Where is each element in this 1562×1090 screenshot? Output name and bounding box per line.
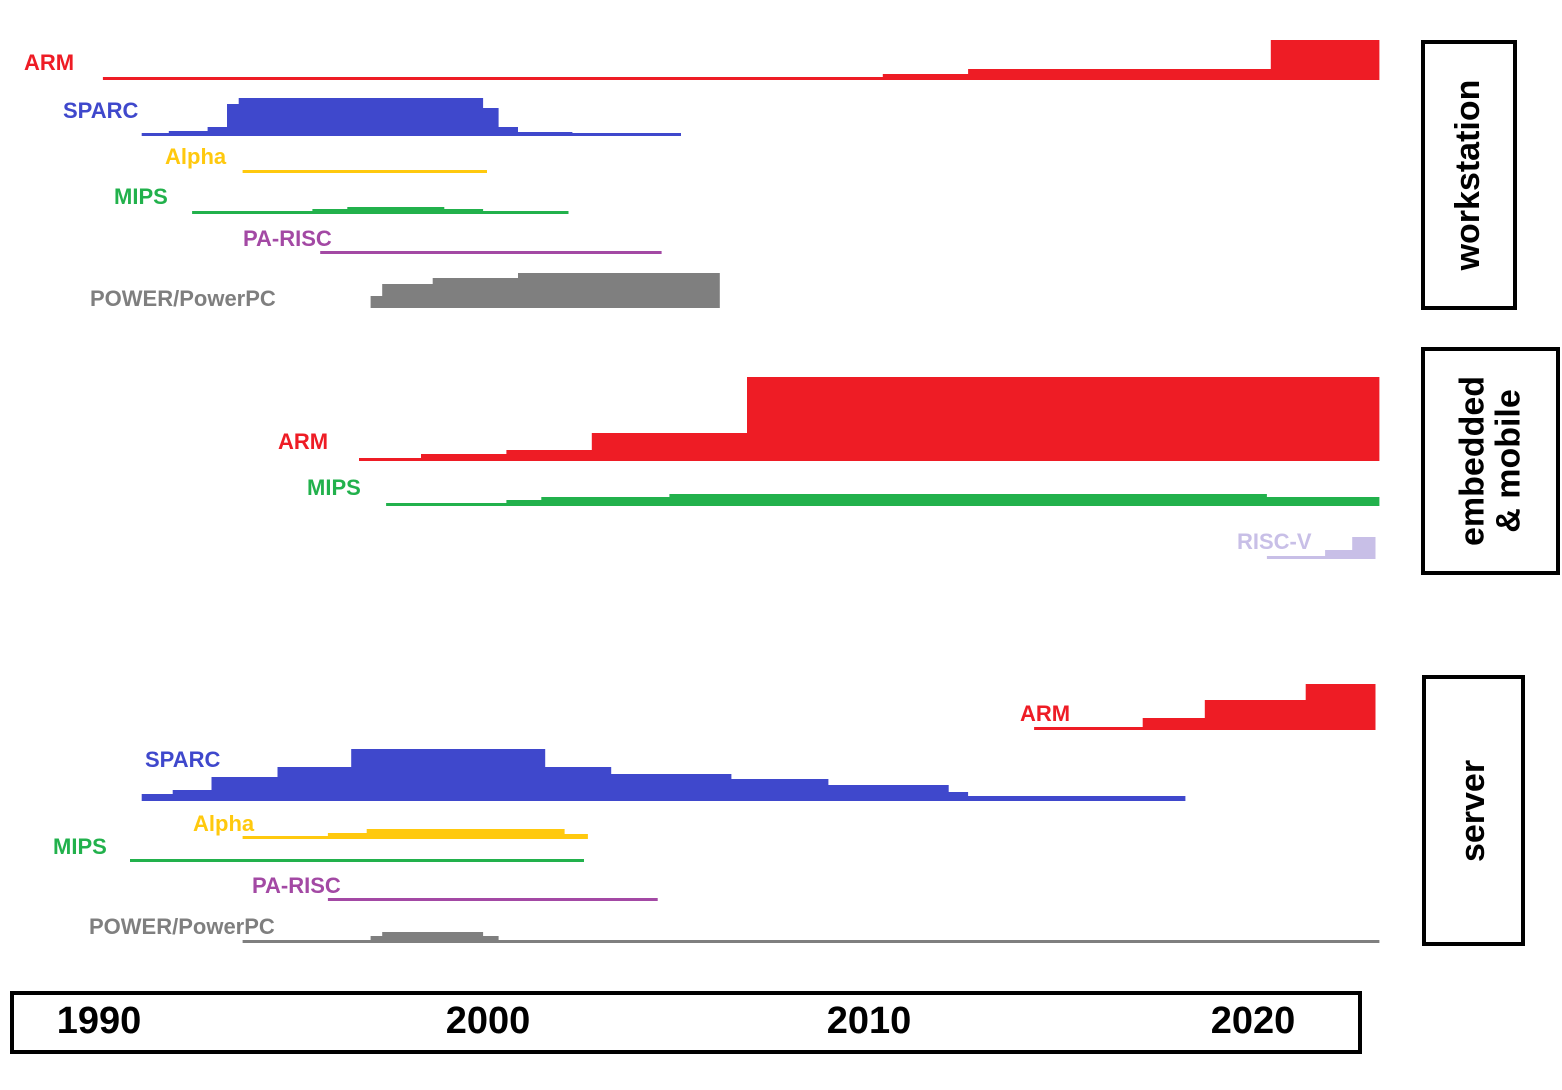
series-label: SPARC bbox=[63, 98, 138, 123]
year-tick-label: 2000 bbox=[445, 1000, 531, 1042]
series-area-risc-v bbox=[1266, 537, 1376, 559]
panel-workstation: ARM SPARC Alpha MIPS PA-RISC POWER/PowerPC bbox=[24, 40, 1380, 311]
series-area-alpha bbox=[242, 170, 487, 173]
panel-title-line-1: embedded bbox=[1452, 375, 1491, 547]
panel-embedded-mobile: ARM MIPS RISC-V bbox=[278, 377, 1380, 559]
series-label: RISC-V bbox=[1237, 529, 1312, 554]
panel-title: server bbox=[1453, 759, 1492, 862]
series-area-arm bbox=[102, 40, 1380, 80]
time-axis bbox=[10, 991, 1362, 1054]
series-label: POWER/PowerPC bbox=[89, 914, 275, 939]
year-tick-label: 2020 bbox=[1210, 1000, 1296, 1042]
panel-title-line-2: & mobile bbox=[1488, 389, 1527, 533]
panel-server: ARM SPARC Alpha MIPS PA-RISC POWER/PowerPC bbox=[53, 684, 1380, 943]
series-area-mips bbox=[192, 207, 569, 214]
series-label: POWER/PowerPC bbox=[90, 286, 276, 311]
series-area-arm bbox=[1034, 684, 1376, 730]
series-label: SPARC bbox=[145, 747, 220, 772]
series-area-alpha bbox=[242, 829, 588, 839]
series-area-mips bbox=[130, 859, 584, 862]
series-label: Alpha bbox=[193, 811, 255, 836]
series-area-arm bbox=[359, 377, 1380, 461]
year-tick-label: 1990 bbox=[56, 1000, 142, 1042]
series-label: Alpha bbox=[165, 144, 227, 169]
series-area-mips bbox=[386, 494, 1380, 506]
panel-label-workstation: workstation bbox=[1421, 40, 1517, 310]
series-label: MIPS bbox=[114, 184, 168, 209]
panel-title: workstation bbox=[1449, 79, 1488, 271]
year-tick-label: 2010 bbox=[826, 1000, 912, 1042]
series-label: ARM bbox=[24, 50, 74, 75]
panel-title: embedded & mobile bbox=[1452, 375, 1527, 547]
series-area-pa-risc bbox=[320, 251, 662, 254]
series-label: MIPS bbox=[53, 834, 107, 859]
series-label: ARM bbox=[1020, 701, 1070, 726]
series-label: PA-RISC bbox=[243, 226, 332, 251]
series-area-sparc bbox=[141, 98, 681, 136]
series-label: MIPS bbox=[307, 475, 361, 500]
series-label: PA-RISC bbox=[252, 873, 341, 898]
series-area-pa-risc bbox=[327, 898, 658, 901]
panel-label-server: server bbox=[1422, 675, 1525, 946]
series-area-power-powerpc bbox=[370, 273, 720, 308]
series-area-sparc bbox=[141, 749, 1186, 801]
panel-label-embedded-mobile: embedded & mobile bbox=[1421, 347, 1560, 575]
series-label: ARM bbox=[278, 429, 328, 454]
series-area-power-powerpc bbox=[242, 932, 1380, 943]
